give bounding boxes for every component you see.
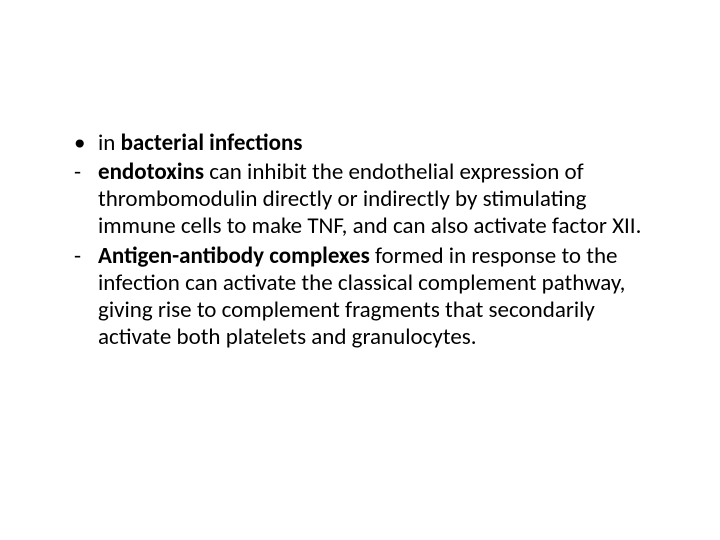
text-run-bold: bacterial infections xyxy=(121,129,303,157)
text-run-bold: endotoxins xyxy=(98,158,204,186)
list-item: Antigen-antibody complexes formed in res… xyxy=(70,243,650,352)
list-item: in bacterial infections xyxy=(70,130,650,157)
slide: in bacterial infections endotoxins can i… xyxy=(0,0,720,540)
list-item: endotoxins can inhibit the endothelial e… xyxy=(70,159,650,240)
bullet-list: in bacterial infections endotoxins can i… xyxy=(70,130,650,351)
text-run-bold: Antigen-antibody complexes xyxy=(98,242,370,270)
text-run: in xyxy=(98,129,121,157)
